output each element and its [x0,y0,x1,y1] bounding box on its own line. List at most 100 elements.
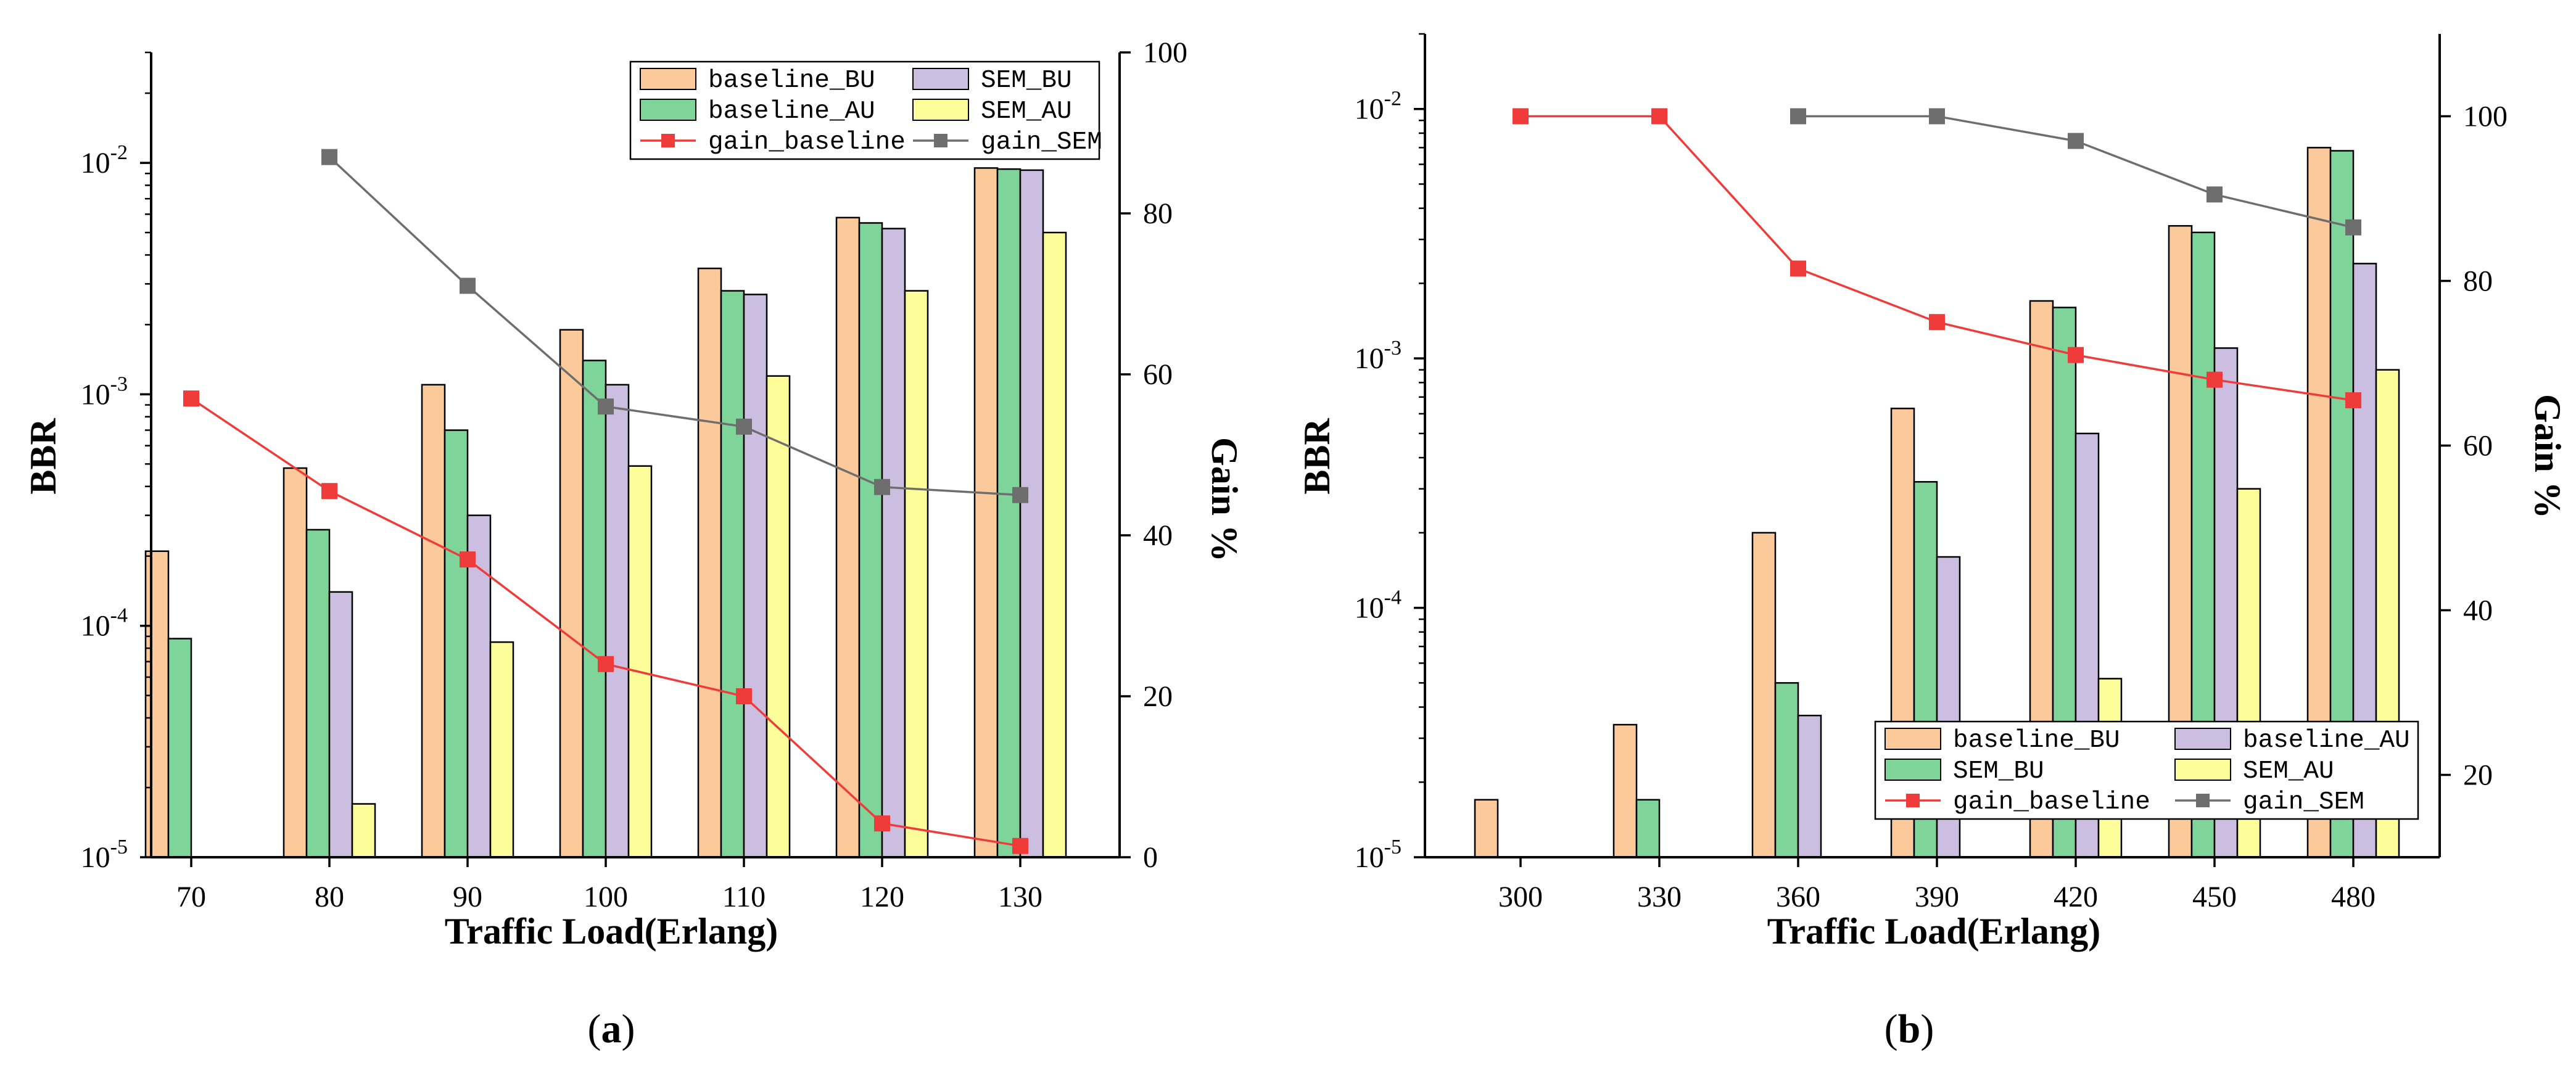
y2-axis-title: Gain % [1204,437,1245,562]
point-gain-baseline-480 [2345,392,2361,409]
bar-baseline-bu-70 [144,550,170,858]
point-gain-sem-80 [321,149,337,165]
point-gain-baseline-300 [1513,108,1529,125]
bars-group [144,167,1067,858]
y-tick-label: 10-4 [1355,586,1402,625]
point-gain-sem-480 [2345,219,2361,236]
y-axis-title: BBR [23,418,64,495]
bar-baseline-bu-80 [283,467,308,858]
point-gain-baseline-70 [183,390,199,407]
y-tick-label: 10-3 [1355,337,1402,375]
x-tick-label-70: 70 [176,881,206,913]
legend-box [629,60,1100,160]
bar-baseline-bu-360 [1751,532,1777,858]
bar-baseline-bu-100 [559,329,584,858]
x-tick-label-110: 110 [722,881,766,913]
bar-baseline-au-80 [305,529,331,858]
legend-swatch-baseline-au [640,99,696,121]
bar-sem-au-130 [1042,231,1067,858]
y-tick-labels: 10-5 10-4 10-3 10-2 [81,141,128,874]
y2-tick-labels: 0 20 40 60 80 100 [1143,36,1187,874]
point-gain-baseline-130 [1012,837,1028,854]
x-tick-label-300: 300 [1498,881,1543,913]
chart-panel-b: 300 330 360 390 420 450 480 10-5 10-4 10-3 10-2 2… [1297,33,2568,1051]
caption-a: (a) [588,1006,635,1051]
legend-label-baseline-au: baseline_AU [2243,726,2410,755]
legend-label-gain-baseline: gain_baseline [708,128,906,157]
legend-marker-gain-baseline [1906,794,1920,807]
y2-tick-labels: 20 40 60 80 100 [2463,101,2508,792]
bar-baseline-bu-110 [697,267,722,858]
bar-baseline-bu-120 [835,216,861,858]
y2-tick-label-20: 20 [1143,680,1173,713]
legend-label-sem-au: SEM_AU [981,97,1072,126]
legend-swatch-baseline-au [2174,728,2231,750]
legend-label-sem-au: SEM_AU [2243,757,2334,786]
legend: baseline_BU SEM_BU baseline_AU SEM_AU gain_b… [629,60,1102,160]
y2-tick-label-60: 60 [1143,358,1173,391]
x-tick-label-360: 360 [1776,881,1820,913]
bar-baseline-bu-300 [1474,799,1499,858]
legend-marker-gain-sem [2196,794,2210,807]
y2-tick-label-60: 60 [2463,430,2493,463]
bar-sem-bu-110 [743,294,768,858]
x-tick-label-450: 450 [2192,881,2237,913]
y2-tick-label-40: 40 [1143,519,1173,552]
x-tick-label-80: 80 [315,881,344,913]
lines-group [183,149,1028,854]
legend-label-gain-sem: gain_SEM [2243,788,2364,817]
caption-b: (b) [1885,1006,1934,1051]
point-gain-baseline-360 [1790,260,1806,277]
point-gain-baseline-80 [321,483,337,500]
legend-label-baseline-bu: baseline_BU [1953,726,2120,755]
x-tick-label-90: 90 [453,881,482,913]
point-gain-baseline-120 [874,815,890,832]
point-gain-baseline-420 [2068,347,2084,363]
point-gain-sem-390 [1929,108,1945,125]
caption-close: ) [1920,1006,1934,1051]
x-tick-labels: 70 80 90 100 110 120 130 [176,881,1042,913]
y2-tick-label-0: 0 [1143,841,1158,874]
y-tick-label: 10-5 [1355,836,1402,874]
x-tick-label-480: 480 [2331,881,2376,913]
point-gain-sem-360 [1790,108,1806,125]
x-tick-label-330: 330 [1637,881,1682,913]
line-gain-sem [1798,115,2354,229]
y2-tick-label-40: 40 [2463,595,2493,627]
bar-sem-bu-100 [605,384,630,858]
y-tick-label: 10-2 [1355,88,1402,126]
x-axis-title: Traffic Load(Erlang) [445,911,778,952]
y-tick-label: 10-5 [81,836,128,874]
x-axis-title: Traffic Load(Erlang) [1767,911,2101,952]
legend-label-baseline-bu: baseline_BU [708,67,875,95]
bar-sem-au-80 [351,803,376,858]
bar-baseline-bu-130 [973,167,999,858]
axes-group [140,51,1131,867]
bar-sem-au-100 [627,465,653,858]
x-tick-labels: 300 330 360 390 420 450 480 [1498,881,2376,913]
line-gain-sem [328,156,1021,496]
point-gain-sem-450 [2207,186,2223,203]
point-gain-sem-110 [736,418,752,435]
bar-sem-bu-130 [1019,169,1044,858]
y-tick-label: 10-4 [81,604,128,643]
bar-baseline-au-70 [167,638,192,858]
legend-label-sem-bu: SEM_BU [1953,757,2044,786]
bar-sem-bu-90 [466,514,492,858]
legend-label-gain-baseline: gain_baseline [1953,788,2150,817]
y-tick-label: 10-3 [81,372,128,411]
x-tick-label-390: 390 [1915,881,1959,913]
legend-swatch-sem-au [912,99,969,121]
y2-tick-label-80: 80 [2463,265,2493,298]
y2-tick-label-80: 80 [1143,197,1173,230]
bar-sem-au-90 [489,641,514,858]
bar-sem-au-120 [904,290,929,858]
x-tick-label-420: 420 [2054,881,2098,913]
bar-baseline-au-90 [444,429,469,858]
bar-baseline-au-110 [720,290,745,858]
y2-tick-label-100: 100 [2463,101,2508,133]
caption-open: ( [588,1006,601,1051]
x-tick-label-120: 120 [860,881,904,913]
bar-baseline-au-130 [996,168,1022,858]
